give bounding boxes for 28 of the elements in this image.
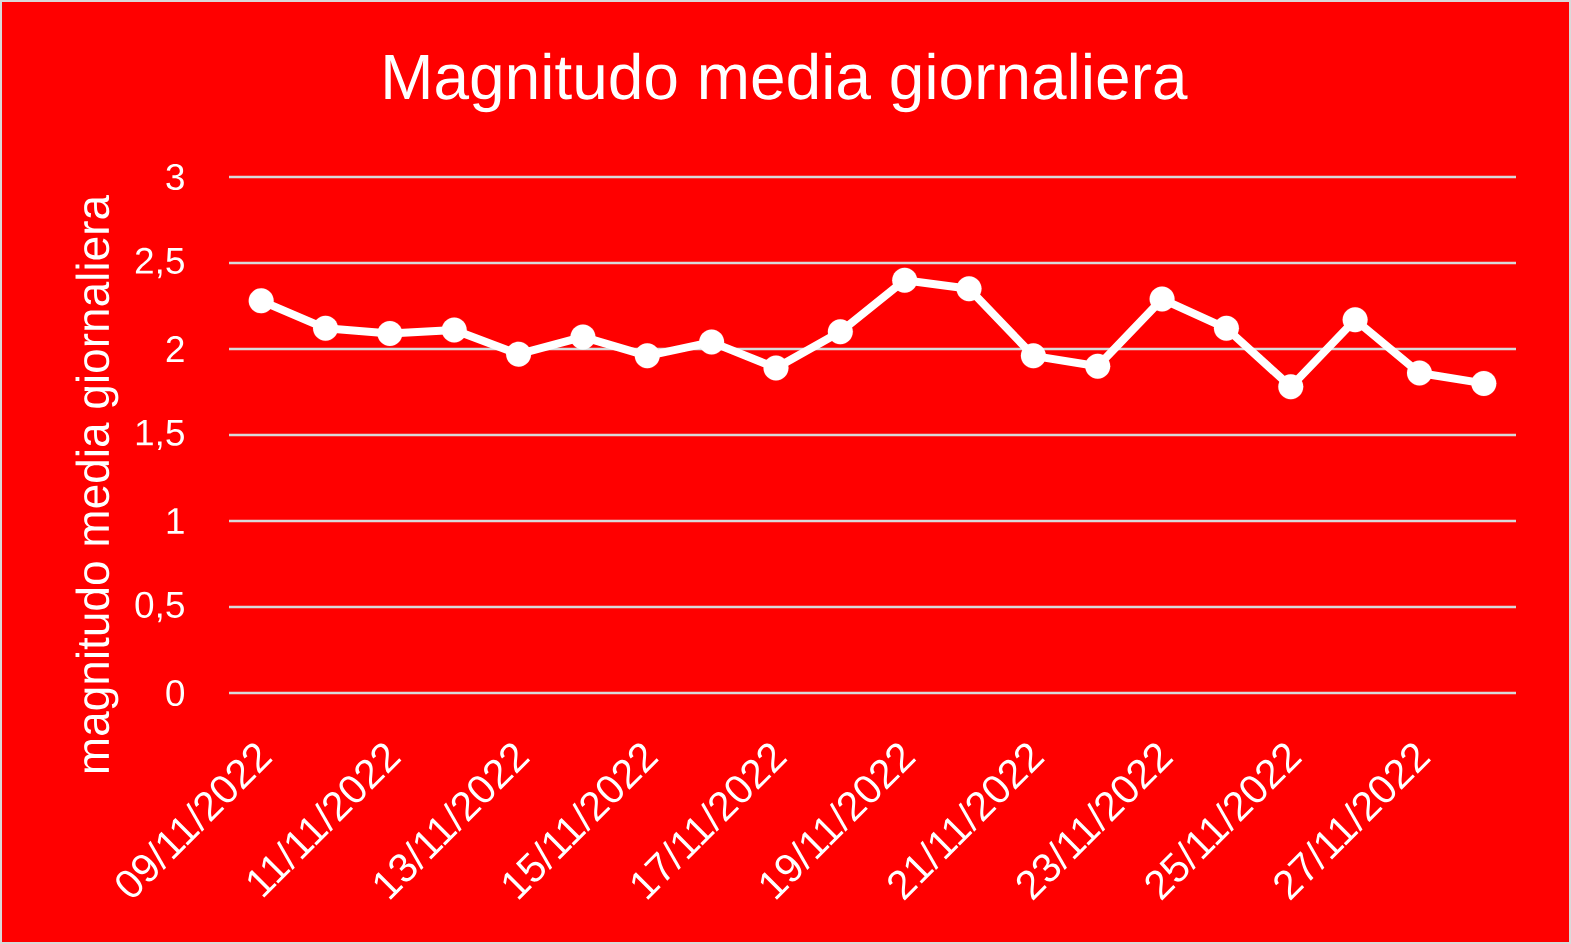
y-tick-label: 1,5 [136, 419, 184, 451]
y-tick-label: 0,5 [135, 591, 184, 623]
point [1213, 315, 1239, 341]
y-tick-label: 0 [166, 679, 185, 707]
point [1406, 360, 1433, 386]
point [441, 317, 467, 343]
point [248, 288, 274, 314]
point [1342, 307, 1368, 333]
point [827, 319, 853, 345]
point [1471, 370, 1497, 396]
point [1085, 353, 1111, 379]
y-tick-label: 2,5 [135, 247, 184, 279]
chart-title: Magnitudo media giornaliera [385, 52, 1188, 113]
point [312, 315, 339, 341]
point [634, 343, 660, 369]
y-tick-label: 1 [167, 508, 184, 534]
point [956, 276, 982, 302]
point [570, 324, 596, 350]
y-tick-label: 3 [166, 163, 184, 191]
point [763, 355, 789, 381]
point [377, 320, 403, 347]
point [1149, 286, 1175, 312]
y-tick-label: 2 [166, 336, 184, 362]
point [1278, 374, 1304, 400]
point [699, 329, 725, 355]
point [506, 341, 532, 367]
point [1020, 343, 1046, 369]
point [892, 267, 918, 293]
